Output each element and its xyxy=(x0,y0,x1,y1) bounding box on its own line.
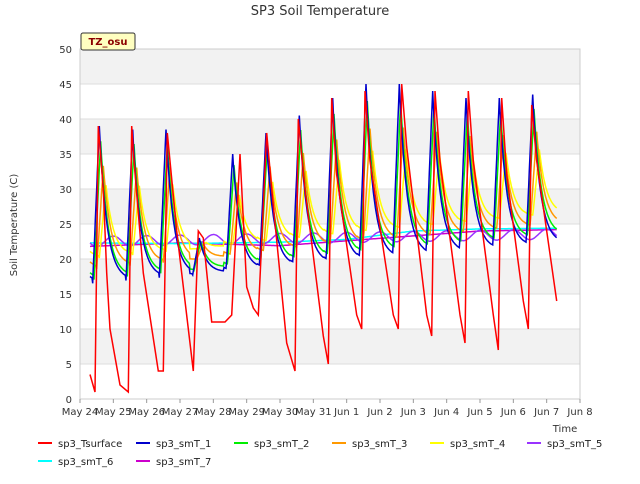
x-tick-label: May 28 xyxy=(195,407,232,418)
y-tick-label: 10 xyxy=(59,325,72,336)
x-tick-label: May 27 xyxy=(162,407,199,418)
x-axis-label: Time xyxy=(552,424,577,435)
chart-title: SP3 Soil Temperature xyxy=(251,4,389,19)
annotation-badge: TZ_osu xyxy=(80,32,136,51)
x-tick-label: Jun 3 xyxy=(400,407,426,418)
y-tick-label: 0 xyxy=(66,395,72,406)
series-line-sp3-tsurface xyxy=(89,83,558,394)
legend-label: sp3_smT_3 xyxy=(352,439,407,450)
legend-label: sp3_smT_5 xyxy=(547,439,602,450)
y-tick-label: 35 xyxy=(59,150,72,161)
x-tick-label: May 26 xyxy=(128,407,165,418)
legend-label: sp3_Tsurface xyxy=(58,439,122,450)
y-axis-label: Soil Temperature (C) xyxy=(9,174,20,277)
y-ticks: 0 5 10 15 20 25 30 35 40 45 50 xyxy=(59,45,72,406)
y-tick-label: 50 xyxy=(59,45,72,56)
y-tick-label: 5 xyxy=(66,360,72,371)
x-tick-label: May 25 xyxy=(95,407,132,418)
plot-frame xyxy=(79,48,581,400)
x-tick-label: Jun 6 xyxy=(500,407,526,418)
legend-label: sp3_smT_4 xyxy=(450,439,505,450)
x-tick-label: May 30 xyxy=(262,407,299,418)
annotation-box xyxy=(80,32,136,51)
x-tick-label: Jun 1 xyxy=(333,407,359,418)
x-tick-label: May 24 xyxy=(62,407,99,418)
legend-label: sp3_smT_7 xyxy=(156,457,211,468)
legend-label: sp3_smT_2 xyxy=(254,439,309,450)
series-group xyxy=(89,83,558,394)
series-line-sp3-smt-1 xyxy=(89,83,558,284)
plot-band xyxy=(80,49,580,84)
x-tick-label: Jun 7 xyxy=(533,407,559,418)
x-tick-label: Jun 5 xyxy=(466,407,492,418)
annotation-text: TZ_osu xyxy=(88,37,127,48)
legend: sp3_Tsurface sp3_smT_1 sp3_smT_2 sp3_smT_3 s… xyxy=(38,439,602,468)
y-tick-label: 30 xyxy=(59,185,72,196)
series-line-sp3-smt-4 xyxy=(89,149,558,259)
x-tick-label: Jun 4 xyxy=(433,407,459,418)
x-tick-label: May 31 xyxy=(295,407,332,418)
y-tick-label: 25 xyxy=(59,220,72,231)
legend-label: sp3_smT_6 xyxy=(58,457,113,468)
legend-label: sp3_smT_1 xyxy=(156,439,211,450)
y-tick-label: 40 xyxy=(59,115,72,126)
y-tick-label: 20 xyxy=(59,255,72,266)
y-tick-label: 15 xyxy=(59,290,72,301)
x-tick-label: Jun 2 xyxy=(366,407,392,418)
x-tick-label: Jun 8 xyxy=(566,407,592,418)
y-tick-label: 45 xyxy=(59,80,72,91)
x-tick-label: May 29 xyxy=(228,407,265,418)
